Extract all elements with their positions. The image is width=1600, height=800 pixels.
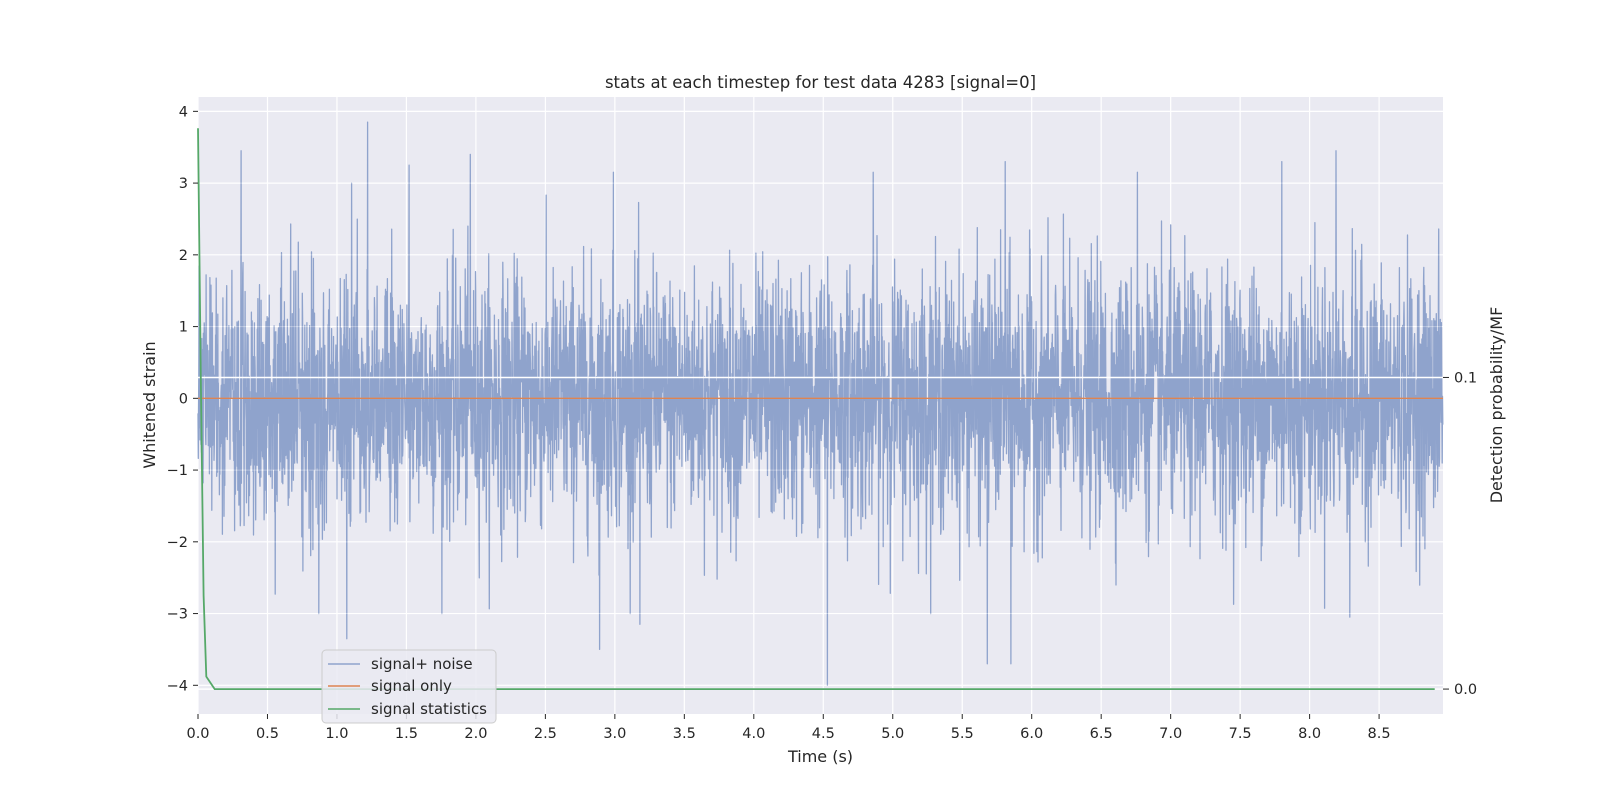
x-tick-label: 6.5 bbox=[1090, 726, 1113, 742]
x-tick-label: 0.5 bbox=[256, 726, 279, 742]
x-tick-label: 1.0 bbox=[325, 726, 348, 742]
legend-label-signal-statistics: signal statistics bbox=[371, 700, 487, 718]
y-tick-label: −3 bbox=[167, 607, 188, 623]
x-axis-label: Time (s) bbox=[787, 747, 853, 766]
y-tick-label: 4 bbox=[179, 104, 188, 120]
x-tick-label: 7.5 bbox=[1229, 726, 1252, 742]
x-tick-label: 8.0 bbox=[1298, 726, 1321, 742]
x-tick-label: 1.5 bbox=[395, 726, 418, 742]
y-axis-ticks: 4 3 2 1 0 −1 −2 −3 −4 bbox=[167, 104, 198, 694]
y-tick-label: −4 bbox=[167, 678, 188, 694]
x-tick-label: 5.5 bbox=[951, 726, 974, 742]
x-tick-label: 4.0 bbox=[742, 726, 765, 742]
y-axis-label: Whitened strain bbox=[140, 341, 159, 468]
y2-tick-label: 0.0 bbox=[1454, 682, 1477, 698]
x-tick-label: 5.0 bbox=[881, 726, 904, 742]
legend-box bbox=[321, 649, 497, 724]
x-tick-label: 2.5 bbox=[534, 726, 557, 742]
y-tick-label: 2 bbox=[179, 248, 188, 264]
y2-tick-label: 0.1 bbox=[1454, 370, 1477, 386]
x-tick-label: 7.0 bbox=[1159, 726, 1182, 742]
y2-axis-ticks: 0.1 0.0 bbox=[1443, 370, 1477, 698]
y-tick-label: −2 bbox=[167, 535, 188, 551]
series-signal-noise bbox=[197, 121, 1444, 686]
x-axis-ticks: 0.0 0.5 1.0 1.5 2.0 2.5 3.0 3.5 4.0 4.5 5.0 5.5 6.0 6… bbox=[186, 714, 1391, 742]
legend-label-signal-noise: signal+ noise bbox=[371, 655, 473, 673]
y-tick-label: 3 bbox=[179, 176, 188, 192]
legend: signal+ noise signal only signal statist… bbox=[321, 649, 497, 724]
y-tick-label: −1 bbox=[167, 463, 188, 479]
x-tick-label: 0.0 bbox=[186, 726, 209, 742]
x-tick-label: 4.5 bbox=[812, 726, 835, 742]
x-tick-label: 6.0 bbox=[1020, 726, 1043, 742]
x-tick-label: 3.5 bbox=[673, 726, 696, 742]
x-tick-label: 3.0 bbox=[603, 726, 626, 742]
y2-axis-label: Detection probability/MF bbox=[1487, 307, 1506, 504]
legend-label-signal-only: signal only bbox=[371, 677, 452, 695]
chart-title: stats at each timestep for test data 428… bbox=[605, 73, 1036, 92]
y-tick-label: 1 bbox=[179, 320, 188, 336]
x-tick-label: 8.5 bbox=[1368, 726, 1391, 742]
x-tick-label: 2.0 bbox=[464, 726, 487, 742]
y-tick-label: 0 bbox=[179, 391, 188, 407]
